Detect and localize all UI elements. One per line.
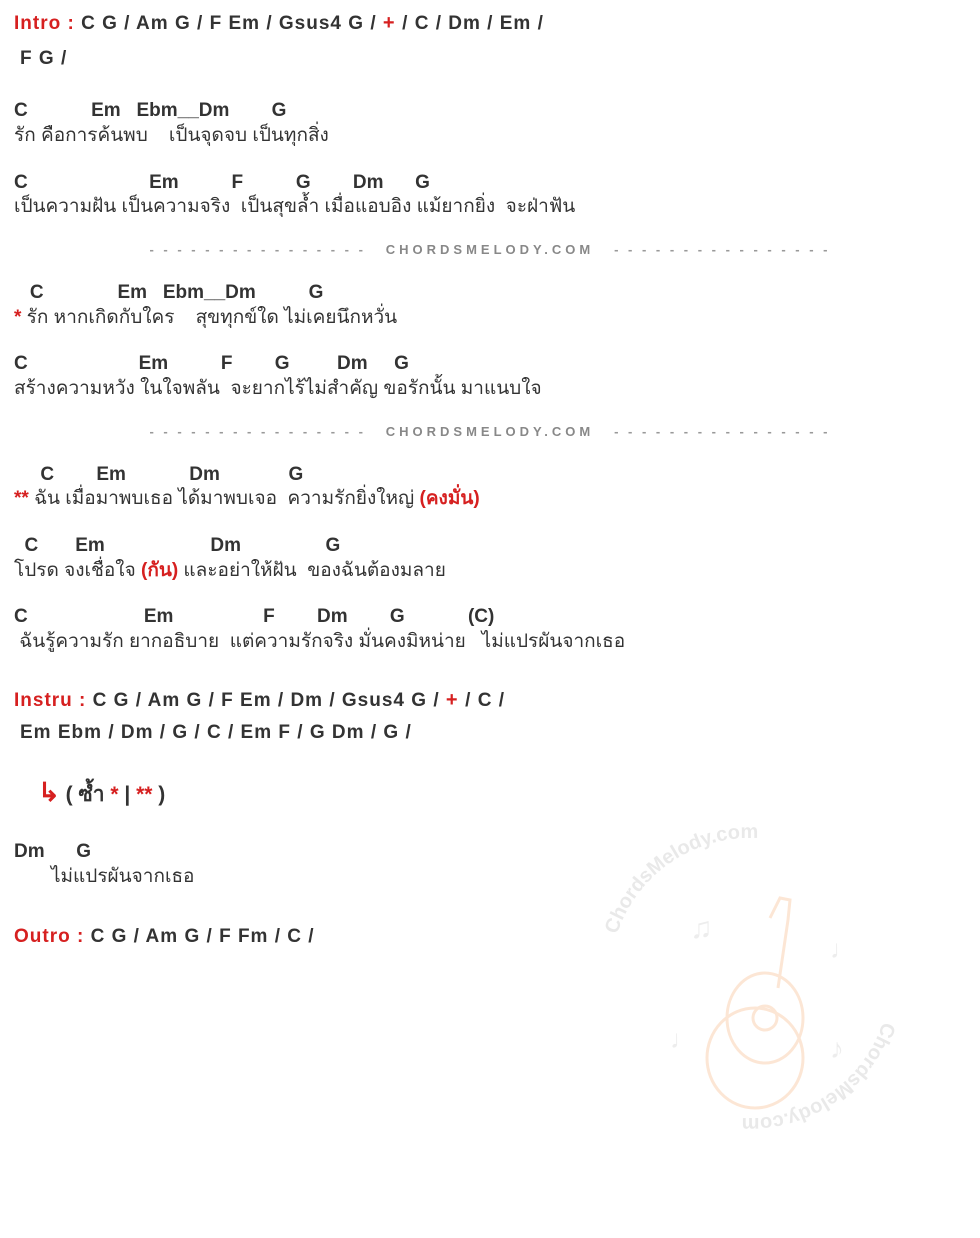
verse1-lyrics-1: รัก คือการค้นพบ เป็นจุดจบ เป็นทุกสิ่ง <box>14 124 966 149</box>
repeat-open: ( ซ้ำ <box>66 783 111 806</box>
verse-2-line-2: C Em F G Dm G สร้างความหวัง ในใจพลัน จะย… <box>14 352 966 401</box>
coda-block: Dm G ไม่แปรผันจากเธอ <box>14 840 966 889</box>
outro-line: Outro : C G / Am G / F Fm / C / <box>14 925 966 950</box>
repeat-star-1: * <box>110 783 118 806</box>
intro-line-2: F G / <box>20 47 966 72</box>
verse-2-line-1: C Em Ebm__Dm G * รัก หากเกิดกับใคร สุขทุ… <box>14 281 966 330</box>
divider-1: - - - - - - - - - - - - - - - - CHORDSME… <box>14 242 966 259</box>
verse2-lyric-text-1: รัก หากเกิดกับใคร สุขทุกข์ใด ไม่เคยนึกหว… <box>21 307 397 328</box>
chorus-star: ** <box>14 488 29 509</box>
verse2-lyrics-2: สร้างความหวัง ในใจพลัน จะยากไร้ไม่สำคัญ … <box>14 377 966 402</box>
verse2-lyrics-1: * รัก หากเกิดกับใคร สุขทุกข์ใด ไม่เคยนึก… <box>14 306 966 331</box>
divider2-dash-right: - - - - - - - - - - - - - - - - <box>614 424 830 439</box>
chorus-lyric-post-2: และอย่าให้ฝัน ของฉันต้องมลาย <box>178 560 446 581</box>
chorus-lyric-red-1: (คงมั่น) <box>420 488 480 509</box>
svg-text:♩: ♩ <box>670 1024 696 1054</box>
divider-dash-right: - - - - - - - - - - - - - - - - <box>614 242 830 257</box>
chorus-chords-2: C Em Dm G <box>14 534 966 559</box>
divider2-brand: CHORDSMELODY.COM <box>386 424 594 439</box>
repeat-arrow-icon: ↳ <box>38 777 60 807</box>
repeat-star-2: ** <box>136 783 152 806</box>
chorus-lyrics-1: ** ฉัน เมื่อมาพบเธอ ได้มาพบเจอ ความรักยิ… <box>14 487 966 512</box>
divider-brand: CHORDSMELODY.COM <box>386 242 594 257</box>
divider2-dash-left: - - - - - - - - - - - - - - - - <box>149 424 365 439</box>
verse-1-line-2: C Em F G Dm G เป็นความฝัน เป็นความจริง เ… <box>14 171 966 220</box>
chorus-lyric-red-2: (กัน) <box>141 560 178 581</box>
divider-2: - - - - - - - - - - - - - - - - CHORDSME… <box>14 424 966 441</box>
repeat-pipe: | <box>119 783 137 806</box>
verse1-chords-2: C Em F G Dm G <box>14 171 966 196</box>
instru-label: Instru : <box>14 690 86 711</box>
outro-chords: C G / Am G / F Fm / C / <box>91 926 315 947</box>
intro-chords-2: F G / <box>20 48 67 69</box>
chorus-lyrics-2: โปรด จงเชื่อใจ (กัน) และอย่าให้ฝัน ของฉั… <box>14 559 966 584</box>
instru-chords-1: C G / Am G / F Em / Dm / Gsus4 G / + / C… <box>93 690 505 711</box>
chorus-line-1: C Em Dm G ** ฉัน เมื่อมาพบเธอ ได้มาพบเจอ… <box>14 463 966 512</box>
verse1-chords-1: C Em Ebm__Dm G <box>14 99 966 124</box>
chorus-line-2: C Em Dm G โปรด จงเชื่อใจ (กัน) และอย่าให… <box>14 534 966 583</box>
chorus-line-3: C Em F Dm G (C) ฉันรู้ความรัก ยากอธิบาย … <box>14 605 966 654</box>
instru-chords-2: Em Ebm / Dm / G / C / Em F / G Dm / G / <box>20 722 412 743</box>
verse-1-line-1: C Em Ebm__Dm G รัก คือการค้นพบ เป็นจุดจบ… <box>14 99 966 148</box>
instru-line-2: Em Ebm / Dm / G / C / Em F / G Dm / G / <box>20 721 966 746</box>
chorus-lyric-pre-1: ฉัน เมื่อมาพบเธอ ได้มาพบเจอ ความรักยิ่งใ… <box>29 488 420 509</box>
intro-line-1: Intro : C G / Am G / F Em / Gsus4 G / + … <box>14 10 966 37</box>
chorus-chords-1: C Em Dm G <box>14 463 966 488</box>
repeat-block: ↳ ( ซ้ำ * | ** ) <box>38 776 966 810</box>
chorus-lyrics-3: ฉันรู้ความรัก ยากอธิบาย แต่ความรักจริง ม… <box>14 630 966 655</box>
coda-chords: Dm G <box>14 840 966 865</box>
verse2-chords-2: C Em F G Dm G <box>14 352 966 377</box>
divider-dash-left: - - - - - - - - - - - - - - - - <box>149 242 365 257</box>
outro-label: Outro : <box>14 926 84 947</box>
intro-label: Intro : <box>14 13 75 34</box>
svg-text:♪: ♪ <box>830 1033 844 1064</box>
chorus-chords-3: C Em F Dm G (C) <box>14 605 966 630</box>
coda-lyrics: ไม่แปรผันจากเธอ <box>14 865 966 890</box>
svg-text:ChordsMelody.com: ChordsMelody.com <box>742 1020 900 1136</box>
chorus-lyric-pre-2: โปรด จงเชื่อใจ <box>14 560 141 581</box>
repeat-close: ) <box>152 783 165 806</box>
verse2-chords-1: C Em Ebm__Dm G <box>14 281 966 306</box>
instru-line-1: Instru : C G / Am G / F Em / Dm / Gsus4 … <box>14 687 966 714</box>
intro-chords-1: C G / Am G / F Em / Gsus4 G / + / C / Dm… <box>81 13 544 34</box>
verse1-lyrics-2: เป็นความฝัน เป็นความจริง เป็นสุขล้ำ เมื่… <box>14 195 966 220</box>
